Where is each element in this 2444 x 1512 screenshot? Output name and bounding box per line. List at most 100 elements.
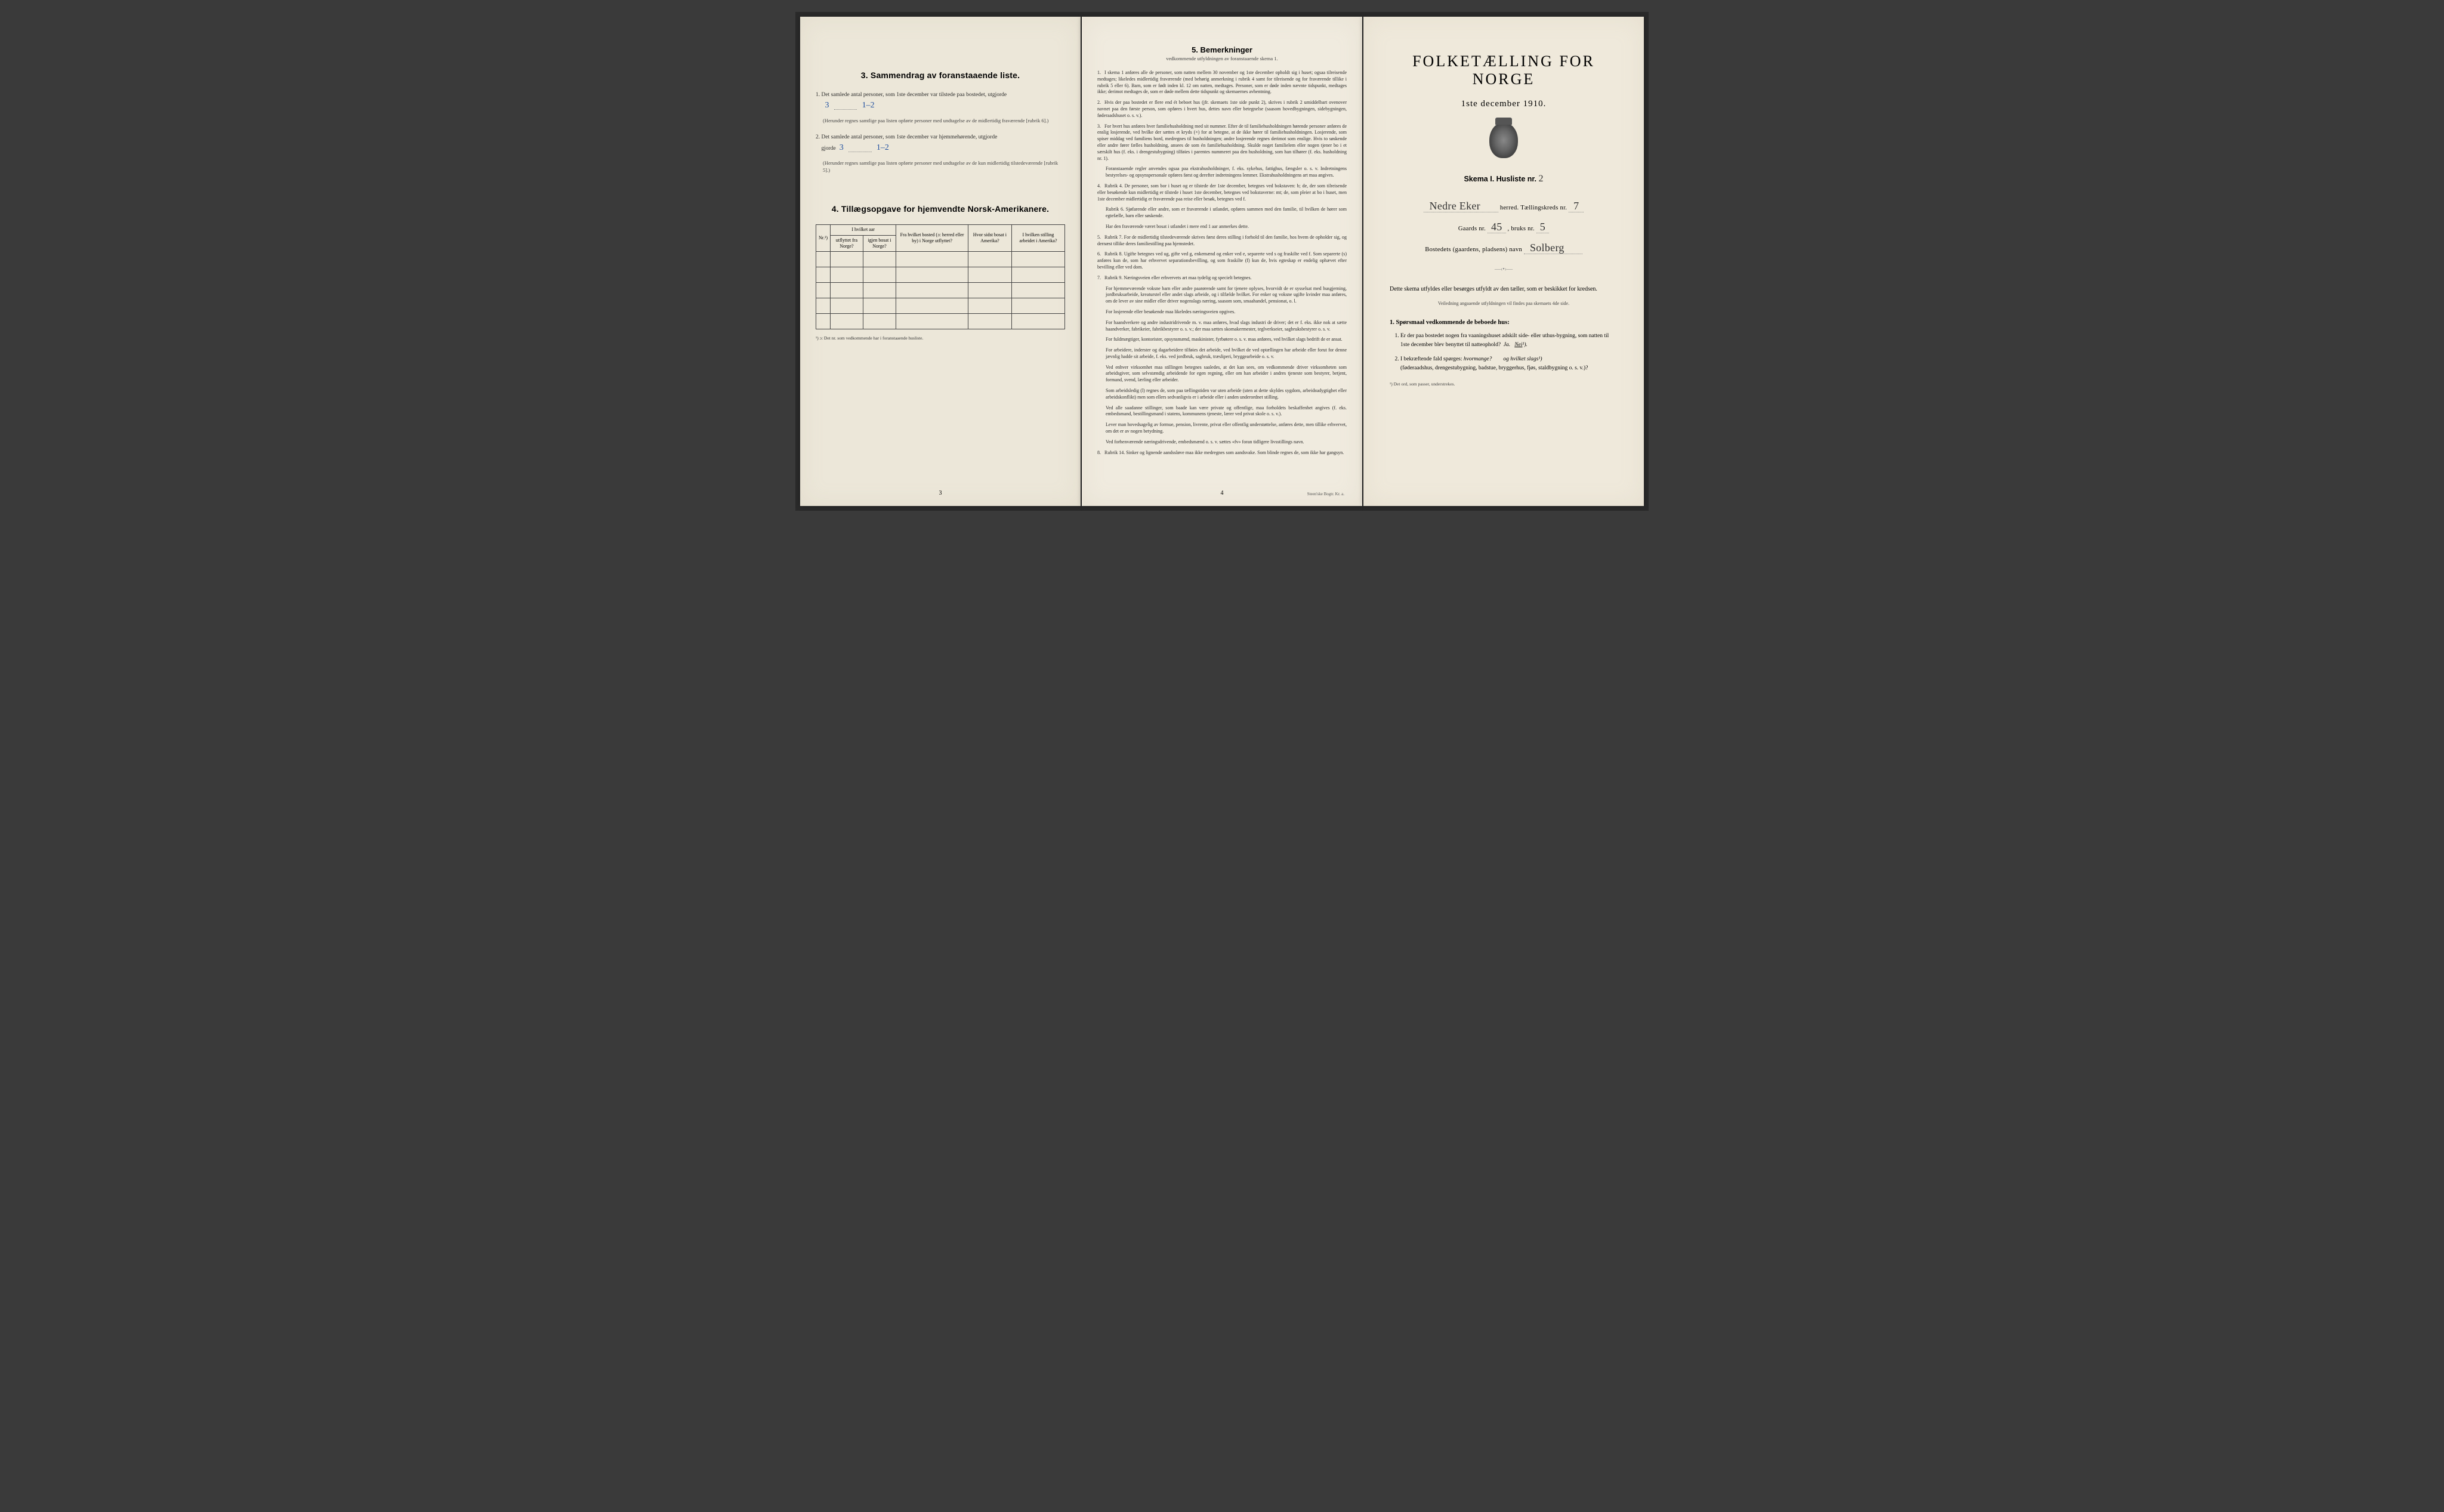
- instructions-sub: Veiledning angaaende utfyldningen vil fi…: [1379, 301, 1628, 306]
- question-list: Er der paa bostedet nogen fra vaaningshu…: [1400, 332, 1618, 373]
- bem8-text: Rubrik 14. Sinker og lignende aandssløve…: [1104, 450, 1344, 455]
- cell: [968, 283, 1011, 298]
- item2-valb: 1–2: [873, 143, 893, 152]
- cell: [968, 252, 1011, 267]
- th-aar: I hvilket aar: [831, 225, 896, 235]
- bem-3: 3.For hvert hus anføres hver familiehush…: [1097, 124, 1347, 162]
- gaards-nr: 45: [1488, 221, 1506, 233]
- bem-7g: Som arbeidsledig (l) regnes de, som paa …: [1106, 388, 1347, 401]
- item2-text: Det samlede antal personer, som 1ste dec…: [822, 134, 998, 140]
- gaards-label: Gaards nr.: [1458, 226, 1486, 232]
- section3-item1: 1. Det samlede antal personer, som 1ste …: [816, 91, 1065, 112]
- th-amerika: Hvor sidst bosat i Amerika?: [968, 225, 1011, 252]
- cell: [863, 267, 896, 283]
- page-number-4: 4: [1221, 490, 1224, 496]
- th-igjen: igjen bosat i Norge?: [863, 235, 896, 252]
- page-middle: 5. Bemerkninger vedkommende utfyldningen…: [1082, 17, 1362, 506]
- amerikanere-table: Nr.¹) I hvilket aar Fra hvilket bosted (…: [816, 224, 1065, 329]
- cell: [1011, 252, 1064, 267]
- bem-5: 5.Rubrik 7. For de midlertidig tilstedev…: [1097, 234, 1347, 248]
- cell: [968, 314, 1011, 329]
- th-nr: Nr.¹): [816, 225, 831, 252]
- bem-7c: For haandverkere og andre industridriven…: [1106, 320, 1347, 333]
- printer-mark: Steen'ske Bogtr. Kr. a.: [1307, 492, 1344, 496]
- bem-7a: For hjemmeværende voksne barn eller andr…: [1106, 286, 1347, 305]
- page-left: 3. Sammendrag av foranstaaende liste. 1.…: [800, 17, 1081, 506]
- cell: [1011, 283, 1064, 298]
- bem3-text: For hvert hus anføres hver familiehushol…: [1097, 124, 1347, 161]
- item1-val: 3: [822, 101, 833, 110]
- cell: [863, 314, 896, 329]
- bem4-text: Rubrik 4. De personer, som bor i huset o…: [1097, 183, 1347, 202]
- bosted-label: Bostedets (gaardens, pladsens) navn: [1425, 246, 1522, 253]
- cell: [816, 298, 831, 314]
- cell: [816, 314, 831, 329]
- instructions: Dette skema utfyldes eller besørges utfy…: [1390, 285, 1618, 294]
- item1-valb: 1–2: [859, 101, 878, 110]
- section4-title: 4. Tillægsopgave for hjemvendte Norsk-Am…: [816, 204, 1065, 214]
- section3-title: 3. Sammendrag av foranstaaende liste.: [816, 70, 1065, 80]
- bem-8: 8.Rubrik 14. Sinker og lignende aandsslø…: [1097, 450, 1347, 456]
- q2a-text: I bekræftende fald spørges:: [1400, 356, 1462, 362]
- cell: [831, 267, 863, 283]
- bem-7i: Lever man hovedsagelig av formue, pensio…: [1106, 422, 1347, 435]
- th-utflyttet: utflyttet fra Norge?: [831, 235, 863, 252]
- bem-4b: Har den fraværende været bosat i utlande…: [1106, 224, 1347, 230]
- bem6-text: Rubrik 8. Ugifte betegnes ved ug, gifte …: [1097, 251, 1347, 270]
- kreds-nr: 7: [1569, 200, 1584, 212]
- section4-footnote: ¹) ɔ: Det nr. som vedkommende har i fora…: [816, 335, 1065, 341]
- question-head: 1. Spørsmaal vedkommende de beboede hus:: [1390, 319, 1618, 326]
- cell: [831, 314, 863, 329]
- cell: [896, 283, 968, 298]
- cell: [831, 298, 863, 314]
- item1-text: Det samlede antal personer, som 1ste dec…: [822, 92, 1007, 98]
- skema-line: Skema I. Husliste nr. 2: [1379, 174, 1628, 184]
- section3-item2: 2. Det samlede antal personer, som 1ste …: [816, 133, 1065, 154]
- cell: [816, 252, 831, 267]
- cell: [863, 298, 896, 314]
- skema-label: Skema I. Husliste nr.: [1464, 175, 1536, 183]
- q2c-text: og hvilket slags¹): [1503, 356, 1542, 362]
- bosted-line: Bostedets (gaardens, pladsens) navn Solb…: [1379, 242, 1628, 254]
- bem-7f: Ved enhver virksomhet maa stillingen bet…: [1106, 365, 1347, 384]
- skema-nr: 2: [1539, 174, 1544, 184]
- herred-line: Nedre Eker herred. Tællingskreds nr. 7: [1379, 200, 1628, 212]
- coat-of-arms-icon: [1489, 122, 1518, 158]
- q2b-text: hvormange?: [1464, 356, 1492, 362]
- bem-1: 1.I skema 1 anføres alle de personer, so…: [1097, 70, 1347, 95]
- cell: [1011, 298, 1064, 314]
- cell: [863, 252, 896, 267]
- item2-val: 3: [836, 143, 847, 152]
- cell: [896, 314, 968, 329]
- cell: [816, 267, 831, 283]
- herred-val: Nedre Eker: [1424, 200, 1498, 212]
- census-title: FOLKETÆLLING FOR NORGE: [1379, 53, 1628, 88]
- bem-7b: For losjerende eller besøkende maa likel…: [1106, 309, 1347, 316]
- th-stilling: I hvilken stilling arbeidet i Amerika?: [1011, 225, 1064, 252]
- bem-7: 7.Rubrik 9. Næringsveien eller erhvervet…: [1097, 275, 1347, 282]
- bem-7j: Ved forhenværende næringsdrivende, embed…: [1106, 439, 1347, 446]
- q2d-text: (føderaadshus, drengestubygning, badstue…: [1400, 365, 1588, 371]
- divider-ornament: ―‹•›―: [1379, 266, 1628, 273]
- th-bosted: Fra hvilket bosted (ɔ: herred eller by) …: [896, 225, 968, 252]
- bem-7h: Ved alle saadanne stillinger, som baade …: [1106, 405, 1347, 418]
- question-2: I bekræftende fald spørges: hvormange? o…: [1400, 355, 1618, 372]
- page-right-cover: FOLKETÆLLING FOR NORGE 1ste december 191…: [1363, 17, 1644, 506]
- bem-4a: Rubrik 6. Sjøfarende eller andre, som er…: [1106, 206, 1347, 220]
- cell: [1011, 267, 1064, 283]
- cell: [863, 283, 896, 298]
- cell: [816, 283, 831, 298]
- bem2-text: Hvis der paa bostedet er flere end ét be…: [1097, 100, 1347, 118]
- bruks-label: , bruks nr.: [1508, 226, 1535, 232]
- section5-title: 5. Bemerkninger: [1097, 45, 1347, 54]
- herred-label: herred. Tællingskreds nr.: [1500, 205, 1567, 211]
- section3-sub2: (Herunder regnes samtlige paa listen opf…: [823, 160, 1065, 174]
- gaards-line: Gaards nr. 45 , bruks nr. 5: [1379, 221, 1628, 233]
- bosted-val: Solberg: [1524, 242, 1582, 254]
- cell: [896, 252, 968, 267]
- q1-answer: Ja. Nei¹).: [1504, 342, 1528, 348]
- cover-footnote: ¹) Det ord, som passer, understrekes.: [1390, 381, 1618, 387]
- cell: [896, 267, 968, 283]
- census-date: 1ste december 1910.: [1379, 99, 1628, 109]
- bem-2: 2.Hvis der paa bostedet er flere end ét …: [1097, 100, 1347, 119]
